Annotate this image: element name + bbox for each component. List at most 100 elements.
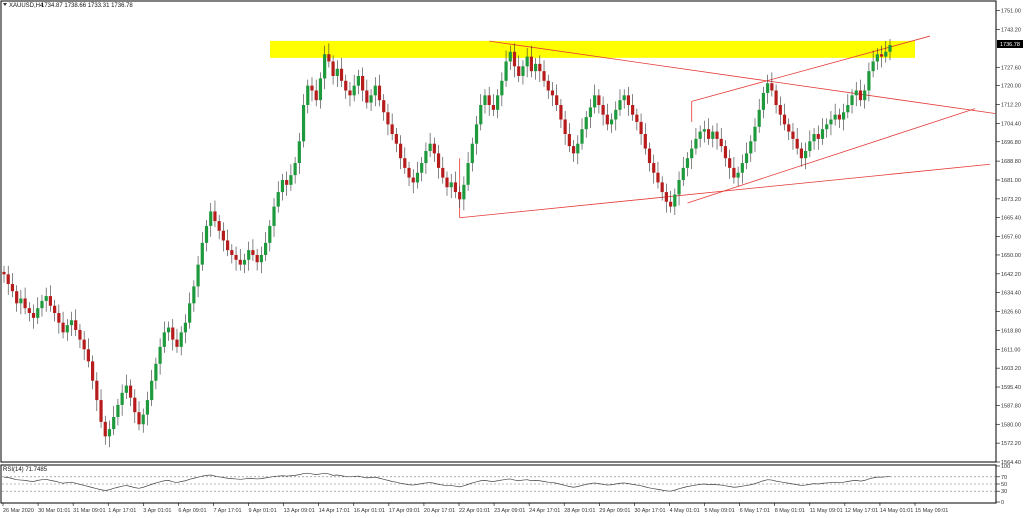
candle-body xyxy=(48,296,53,306)
candle xyxy=(217,215,221,240)
candle xyxy=(508,45,512,70)
y-tick-label: 1673.20 xyxy=(1001,197,1021,203)
candle-body xyxy=(2,271,6,275)
candle xyxy=(512,43,517,78)
candle-body xyxy=(618,100,622,110)
candle xyxy=(251,239,255,262)
candle xyxy=(382,94,386,121)
y-tick-label: 1650.00 xyxy=(1001,253,1021,259)
rsi-tick-label: 0 xyxy=(1001,500,1004,506)
candle xyxy=(669,190,673,213)
candle-body xyxy=(415,172,420,183)
candle-body xyxy=(200,242,204,265)
candle xyxy=(702,120,706,143)
candle xyxy=(740,154,744,184)
candle xyxy=(2,265,6,283)
x-tick-label: 28 Apr 01:01 xyxy=(564,508,595,514)
candle xyxy=(19,290,23,315)
candle-body xyxy=(521,66,525,76)
candle xyxy=(394,127,398,153)
candle xyxy=(276,181,280,213)
candle-body xyxy=(791,131,795,139)
y-tick-label: 1611.00 xyxy=(1001,347,1020,353)
candle xyxy=(504,50,508,87)
candle xyxy=(192,280,196,312)
candle xyxy=(323,45,327,90)
candle-body xyxy=(348,90,352,96)
y-tick-label: 1572.20 xyxy=(1001,441,1021,447)
candle xyxy=(103,415,107,445)
candle-body xyxy=(694,138,698,149)
candle xyxy=(69,311,74,336)
candle xyxy=(196,256,200,298)
candle xyxy=(884,40,888,63)
candle xyxy=(816,125,820,150)
candle xyxy=(854,82,858,107)
resistance-zone xyxy=(270,40,915,58)
candle xyxy=(643,123,647,155)
candle xyxy=(618,89,622,116)
candle xyxy=(525,48,529,78)
candle-body xyxy=(6,274,10,284)
x-tick-label: 20 Apr 17:01 xyxy=(424,508,455,514)
candle-body xyxy=(609,119,614,125)
candle-body xyxy=(820,129,825,139)
y-tick-label: 1587.80 xyxy=(1001,403,1021,409)
candle xyxy=(850,89,854,114)
candle-body xyxy=(204,225,209,243)
candle xyxy=(761,86,766,119)
candle-body xyxy=(512,51,517,67)
candle xyxy=(706,118,711,145)
candle-body xyxy=(496,95,500,110)
candle-body xyxy=(664,192,668,202)
candle xyxy=(664,183,668,213)
candle-body xyxy=(782,114,787,125)
candle-body xyxy=(318,78,323,101)
candle-body xyxy=(698,131,702,139)
candle xyxy=(757,98,761,133)
candle-body xyxy=(306,85,310,106)
candle-body xyxy=(69,320,74,326)
candle xyxy=(386,103,390,136)
candle-body xyxy=(403,158,407,168)
candle-body xyxy=(487,95,491,106)
candle xyxy=(550,82,555,107)
candle xyxy=(44,287,48,312)
candle xyxy=(57,304,61,334)
candle xyxy=(335,60,339,87)
y-tick-label: 1696.80 xyxy=(1001,140,1021,146)
candle xyxy=(327,43,331,68)
x-tick-label: 29 Apr 09:01 xyxy=(599,508,630,514)
candle xyxy=(128,379,133,407)
candle-body xyxy=(209,211,213,226)
candle-body xyxy=(103,421,107,437)
candle-body xyxy=(141,414,145,425)
candle-body xyxy=(234,254,238,260)
y-tick-label: 1712.20 xyxy=(1001,103,1021,109)
candle-body xyxy=(778,105,782,115)
time-x-axis: 26 Mar 2020 30 Mar 01:01 31 Mar 09:01 1 Apr… xyxy=(2,503,948,514)
candle-body xyxy=(875,54,879,62)
candle-body xyxy=(571,146,576,154)
candle-body xyxy=(626,95,631,106)
candle xyxy=(820,118,825,145)
y-tick-label: 1642.20 xyxy=(1001,272,1021,278)
candle-body xyxy=(27,308,31,314)
candle xyxy=(453,171,458,199)
x-tick-label: 31 Mar 09:01 xyxy=(73,508,105,514)
x-tick-label: 14 Apr 17:01 xyxy=(319,508,350,514)
candle xyxy=(23,287,27,315)
candle xyxy=(74,309,78,336)
candle-body xyxy=(276,192,280,207)
candle xyxy=(770,72,774,97)
candle-body xyxy=(327,54,331,62)
candle xyxy=(521,60,525,85)
candle-body xyxy=(57,313,61,323)
candle xyxy=(124,374,128,399)
candle xyxy=(82,331,86,361)
candle xyxy=(255,248,259,271)
candle xyxy=(91,355,95,390)
candle xyxy=(719,127,723,153)
y-tick-label: 1657.60 xyxy=(1001,235,1021,241)
